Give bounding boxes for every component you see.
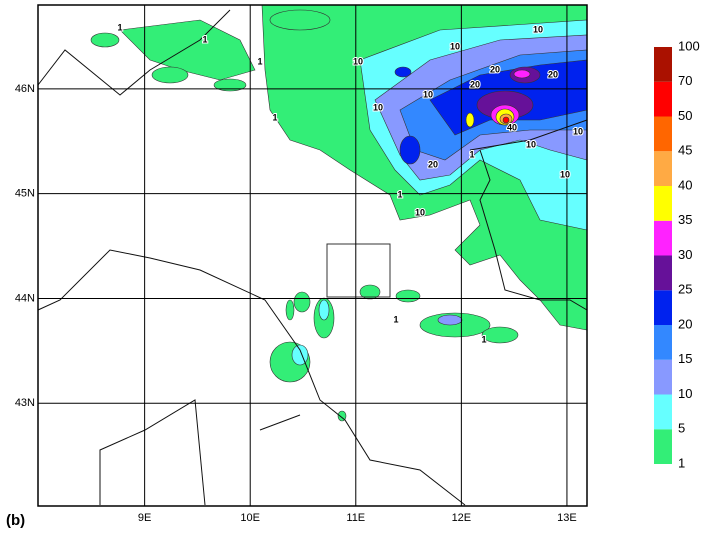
map-frame <box>37 4 588 507</box>
contour-label: 10 <box>526 139 536 149</box>
precip-area <box>437 314 463 326</box>
lat-tick-label: 46N <box>15 83 35 95</box>
colorbar-label: 30 <box>678 247 692 262</box>
lon-tick-label: 13E <box>557 512 577 524</box>
precip-area <box>513 69 531 79</box>
precip-area <box>481 326 519 344</box>
colorbar-segment <box>654 116 672 152</box>
contour-label: 20 <box>428 159 438 169</box>
colorbar-segment <box>654 394 672 430</box>
contour-label: 1 <box>117 22 122 32</box>
colorbar-label: 100 <box>678 38 700 53</box>
contour-label: 10 <box>353 56 363 66</box>
contour-label: 10 <box>415 207 425 217</box>
colorbar-segment <box>654 220 672 256</box>
coastline <box>37 9 231 96</box>
colorbar-label: 50 <box>678 108 692 123</box>
contour-label: 1 <box>257 56 262 66</box>
lat-tick-label: 44N <box>15 292 35 304</box>
colorbar-segment <box>654 186 672 221</box>
lon-tick-label: 10E <box>240 512 260 524</box>
lat-tick-label: 43N <box>15 397 35 409</box>
contour-label: 1 <box>469 149 474 159</box>
contour-label: 10 <box>423 89 433 99</box>
precip-area <box>291 344 309 366</box>
precip-area <box>359 284 381 300</box>
contour-label: 1 <box>202 34 207 44</box>
colorbar-label: 45 <box>678 143 692 158</box>
precip-area <box>119 19 256 81</box>
lat-tick-label: 45N <box>15 188 35 200</box>
coastline <box>469 119 588 151</box>
colorbar-label: 70 <box>678 73 692 88</box>
contour-label: 40 <box>507 122 517 132</box>
contour-label: 1 <box>393 314 398 324</box>
colorbar-label: 35 <box>678 212 692 227</box>
contour-label: 10 <box>573 126 583 136</box>
colorbar-label: 25 <box>678 282 692 297</box>
contour-label: 1 <box>397 189 402 199</box>
precip-area <box>394 66 412 78</box>
precip-area <box>399 135 421 165</box>
contour-label: 10 <box>560 169 570 179</box>
precip-area <box>337 410 347 422</box>
precip-area <box>213 78 247 92</box>
precip-area <box>419 312 491 338</box>
lon-tick-label: 12E <box>452 512 472 524</box>
colorbar-segment <box>654 359 672 395</box>
precip-area <box>151 66 189 84</box>
domain-box <box>326 243 391 298</box>
precip-area <box>90 32 120 48</box>
coastline <box>259 414 301 431</box>
precip-area <box>502 116 510 124</box>
precip-area <box>293 291 311 313</box>
contour-label: 20 <box>470 79 480 89</box>
colorbar-label: 5 <box>678 421 685 436</box>
colorbar-segment <box>654 290 672 325</box>
colorbar-segment <box>654 325 672 360</box>
coastline <box>479 149 588 311</box>
contour-label: 10 <box>373 102 383 112</box>
colorbar-label: 10 <box>678 386 692 401</box>
precip-area <box>285 299 295 321</box>
coastline <box>99 399 206 506</box>
contour-label: 20 <box>490 64 500 74</box>
precip-area <box>318 299 330 321</box>
colorbar-segment <box>654 151 672 186</box>
precip-area <box>395 289 421 303</box>
contour-label: 1 <box>481 334 486 344</box>
contour-label: 10 <box>450 41 460 51</box>
lon-tick-label: 11E <box>346 512 365 524</box>
colorbar-segment <box>654 255 672 291</box>
contour-label: 10 <box>533 24 543 34</box>
colorbar-segment <box>654 429 672 464</box>
colorbar-label: 40 <box>678 177 692 192</box>
lon-tick-label: 9E <box>138 512 151 524</box>
coastline <box>37 249 466 506</box>
precip-field <box>90 4 588 422</box>
colorbar-label: 15 <box>678 351 692 366</box>
colorbar-segment <box>654 47 672 82</box>
precip-area <box>465 112 475 128</box>
colorbar-segment <box>654 81 672 117</box>
precip-area <box>269 9 331 31</box>
contour-label: 1 <box>272 112 277 122</box>
colorbar-label: 20 <box>678 316 692 331</box>
contour-label: 20 <box>548 69 558 79</box>
colorbar-label: 1 <box>678 455 685 470</box>
panel-label: (b) <box>6 512 25 529</box>
